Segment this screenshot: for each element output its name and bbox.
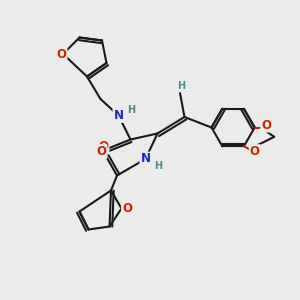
Text: O: O	[261, 118, 271, 132]
Text: H: H	[154, 160, 162, 171]
Text: O: O	[96, 145, 106, 158]
Text: N: N	[113, 109, 124, 122]
Text: N: N	[140, 152, 151, 166]
Text: H: H	[127, 105, 135, 115]
Text: H: H	[177, 81, 186, 92]
Text: O: O	[56, 47, 67, 61]
Text: O: O	[98, 140, 109, 154]
Text: O: O	[250, 145, 260, 158]
Text: O: O	[122, 202, 132, 215]
